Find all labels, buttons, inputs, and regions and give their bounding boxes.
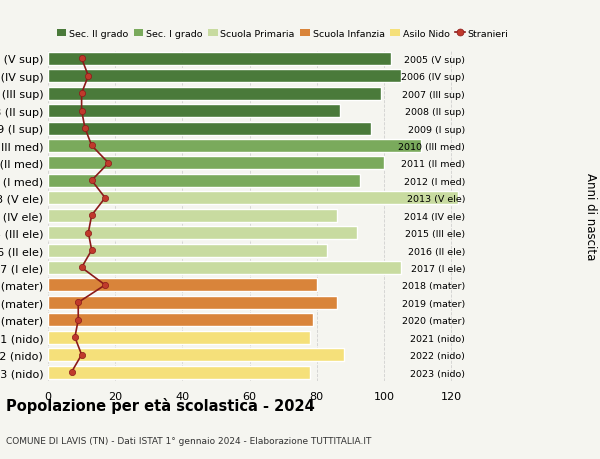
Bar <box>48 70 401 83</box>
Text: COMUNE DI LAVIS (TN) - Dati ISTAT 1° gennaio 2024 - Elaborazione TUTTITALIA.IT: COMUNE DI LAVIS (TN) - Dati ISTAT 1° gen… <box>6 436 371 445</box>
Bar <box>48 122 371 135</box>
Bar <box>48 227 357 240</box>
Bar <box>48 157 384 170</box>
Bar <box>48 88 380 101</box>
Bar <box>48 140 421 153</box>
Bar <box>48 366 310 379</box>
Bar <box>48 174 361 187</box>
Bar <box>48 348 344 361</box>
Bar <box>48 105 340 118</box>
Legend: Sec. II grado, Sec. I grado, Scuola Primaria, Scuola Infanzia, Asilo Nido, Stran: Sec. II grado, Sec. I grado, Scuola Prim… <box>53 26 512 43</box>
Bar <box>48 192 458 205</box>
Bar <box>48 296 337 309</box>
Text: Anni di nascita: Anni di nascita <box>584 172 597 259</box>
Bar <box>48 209 337 222</box>
Bar <box>48 279 317 292</box>
Bar <box>48 331 310 344</box>
Bar <box>48 244 327 257</box>
Bar <box>48 261 401 274</box>
Bar <box>48 53 391 66</box>
Text: Popolazione per età scolastica - 2024: Popolazione per età scolastica - 2024 <box>6 397 315 413</box>
Bar <box>48 313 313 327</box>
